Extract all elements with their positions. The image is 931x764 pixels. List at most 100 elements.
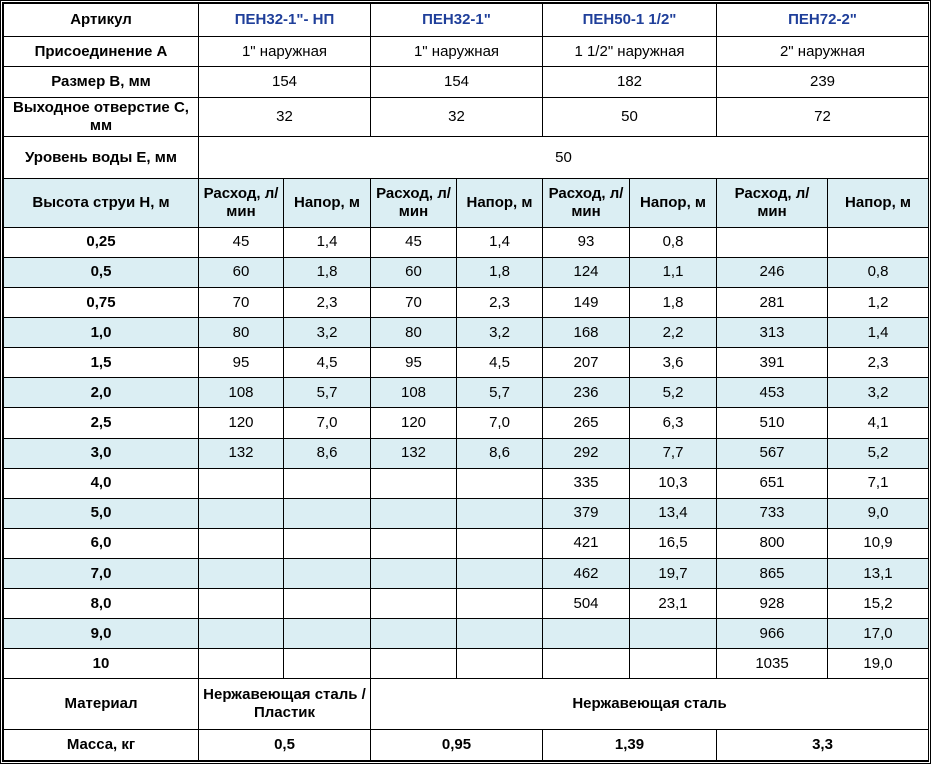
jet-height: 4,0 xyxy=(3,467,199,499)
flow-value: 124 xyxy=(542,256,631,289)
jet-height: 8,0 xyxy=(3,588,199,620)
flow-value xyxy=(198,648,284,680)
model-name: ПЕН72-2" xyxy=(716,2,930,38)
jet-height: 1,5 xyxy=(3,347,199,379)
spec-row: Размер В, мм 154 154 182 239 xyxy=(3,66,930,99)
flow-value: 510 xyxy=(716,407,829,439)
head-value: 8,6 xyxy=(283,437,371,469)
head-value xyxy=(283,588,371,620)
jet-height: 0,5 xyxy=(3,256,199,289)
spec-value: 154 xyxy=(198,66,371,99)
head-value: 19,7 xyxy=(629,558,718,590)
flow-value: 70 xyxy=(370,287,457,319)
spec-value: 154 xyxy=(369,66,544,99)
flow-value: 265 xyxy=(542,407,631,439)
flow-value: 60 xyxy=(370,256,457,289)
spec-value: 50 xyxy=(542,97,718,138)
head-value: 1,8 xyxy=(283,256,371,289)
flow-value: 120 xyxy=(370,407,457,439)
jet-height-header: Высота струи Н, м xyxy=(3,177,199,228)
water-level-label: Уровень воды Е, мм xyxy=(3,136,199,179)
header-row: Артикул ПЕН32-1"- НП ПЕН32-1" ПЕН50-1 1/… xyxy=(3,2,930,38)
head-value: 2,3 xyxy=(455,287,544,319)
spec-value: 32 xyxy=(369,97,544,138)
head-value: 1,4 xyxy=(283,226,371,258)
flow-value: 168 xyxy=(542,317,631,349)
head-value: 1,2 xyxy=(827,287,930,319)
spec-value: 72 xyxy=(716,97,930,138)
flow-value xyxy=(542,618,631,650)
head-value xyxy=(629,648,718,680)
flow-value: 1035 xyxy=(716,648,829,680)
head-value xyxy=(629,618,718,650)
head-value: 5,7 xyxy=(455,377,544,409)
head-value: 3,2 xyxy=(827,377,930,409)
spec-table: Артикул ПЕН32-1"- НП ПЕН32-1" ПЕН50-1 1/… xyxy=(3,2,930,762)
flow-header: Расход, л/мин xyxy=(370,177,457,228)
mass-value: 1,39 xyxy=(542,728,718,762)
jet-height: 10 xyxy=(3,648,199,680)
flow-value: 391 xyxy=(716,347,829,379)
spec-label: Присоединение А xyxy=(3,36,199,68)
head-value xyxy=(827,226,930,258)
head-value: 5,2 xyxy=(827,437,930,469)
jet-height: 5,0 xyxy=(3,497,199,529)
flow-value xyxy=(198,527,284,560)
jet-height: 0,75 xyxy=(3,287,199,319)
table-row: 10 1035 19,0 xyxy=(3,648,930,680)
head-value xyxy=(455,618,544,650)
head-value: 3,6 xyxy=(629,347,718,379)
head-value: 2,3 xyxy=(283,287,371,319)
flow-header: Расход, л/мин xyxy=(198,177,284,228)
table-row: 3,0 132 8,6 132 8,6 292 7,7 567 5,2 xyxy=(3,437,930,469)
head-value: 4,5 xyxy=(283,347,371,379)
flow-value: 335 xyxy=(542,467,631,499)
flow-value: 108 xyxy=(198,377,284,409)
flow-header: Расход, л/мин xyxy=(542,177,631,228)
head-value: 1,1 xyxy=(629,256,718,289)
flow-value xyxy=(370,527,457,560)
flow-value: 70 xyxy=(198,287,284,319)
head-value: 7,7 xyxy=(629,437,718,469)
flow-value xyxy=(542,648,631,680)
flow-value xyxy=(198,618,284,650)
head-value xyxy=(455,527,544,560)
flow-value: 95 xyxy=(370,347,457,379)
mass-value: 0,5 xyxy=(198,728,371,762)
table-row: 4,0 335 10,3 651 7,1 xyxy=(3,467,930,499)
head-value xyxy=(283,497,371,529)
material-label: Материал xyxy=(3,678,199,730)
head-value xyxy=(455,558,544,590)
head-value: 1,8 xyxy=(455,256,544,289)
jet-height: 2,5 xyxy=(3,407,199,439)
head-value: 3,2 xyxy=(283,317,371,349)
table-row: 6,0 421 16,5 800 10,9 xyxy=(3,527,930,560)
head-value: 3,2 xyxy=(455,317,544,349)
flow-value: 567 xyxy=(716,437,829,469)
head-value: 17,0 xyxy=(827,618,930,650)
jet-height: 1,0 xyxy=(3,317,199,349)
jet-height: 0,25 xyxy=(3,226,199,258)
table-row: 0,5 60 1,8 60 1,8 124 1,1 246 0,8 xyxy=(3,256,930,289)
head-value: 16,5 xyxy=(629,527,718,560)
article-label: Артикул xyxy=(3,2,199,38)
table-row: 5,0 379 13,4 733 9,0 xyxy=(3,497,930,529)
flow-value xyxy=(370,497,457,529)
head-header: Напор, м xyxy=(455,177,544,228)
head-value: 5,2 xyxy=(629,377,718,409)
flow-value xyxy=(198,467,284,499)
table-row: 1,0 80 3,2 80 3,2 168 2,2 313 1,4 xyxy=(3,317,930,349)
head-value: 8,6 xyxy=(455,437,544,469)
head-value: 1,8 xyxy=(629,287,718,319)
head-value: 4,5 xyxy=(455,347,544,379)
head-value xyxy=(283,648,371,680)
flow-value xyxy=(370,618,457,650)
head-header: Напор, м xyxy=(629,177,718,228)
head-value xyxy=(283,558,371,590)
flow-value: 733 xyxy=(716,497,829,529)
table-row: 2,5 120 7,0 120 7,0 265 6,3 510 4,1 xyxy=(3,407,930,439)
material-value: Нержавеющая сталь / Пластик xyxy=(198,678,371,730)
head-value: 7,0 xyxy=(455,407,544,439)
head-value: 0,8 xyxy=(827,256,930,289)
spec-row: Выходное отверстие С, мм 32 32 50 72 xyxy=(3,97,930,138)
